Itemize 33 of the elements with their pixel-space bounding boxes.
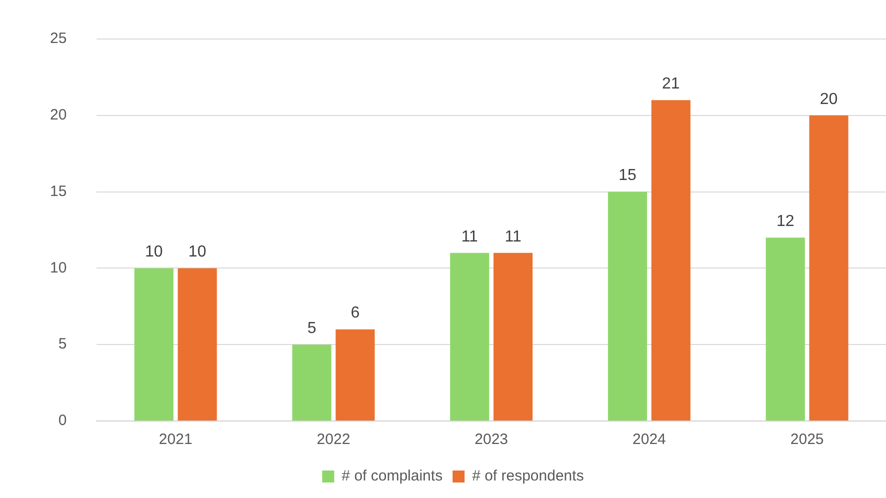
- legend-label: # of respondents: [472, 468, 584, 485]
- data-label: 6: [350, 304, 360, 322]
- x-tick-label: 2022: [316, 431, 350, 448]
- x-tick-label: 2023: [474, 431, 508, 448]
- data-label: 12: [776, 213, 794, 230]
- data-label: 11: [504, 228, 522, 246]
- bar: [494, 252, 533, 420]
- y-tick-label: 5: [58, 336, 67, 353]
- data-label: 10: [188, 244, 206, 261]
- x-tick-label: 2021: [158, 431, 192, 448]
- bar: [178, 268, 217, 420]
- bar: [608, 192, 648, 420]
- bar: [292, 344, 332, 420]
- bar: [336, 329, 375, 420]
- bar: [450, 252, 490, 420]
- y-tick-label: 25: [50, 30, 67, 48]
- y-tick-label: 10: [50, 259, 67, 276]
- y-tick-label: 20: [50, 106, 67, 124]
- bar: [766, 238, 805, 420]
- data-label: 10: [145, 244, 163, 261]
- data-label: 11: [461, 228, 478, 246]
- data-label: 15: [618, 167, 636, 184]
- data-label: 20: [820, 90, 838, 108]
- legend-label: # of complaints: [342, 468, 443, 485]
- data-label: 21: [662, 76, 680, 93]
- x-tick-label: 2024: [632, 431, 666, 448]
- x-tick-label: 2025: [790, 431, 824, 448]
- bar: [809, 115, 848, 420]
- bar: [134, 268, 174, 420]
- y-tick-label: 0: [58, 412, 67, 430]
- bar: [651, 100, 690, 420]
- data-label: 5: [307, 320, 316, 338]
- y-tick-label: 15: [50, 182, 67, 200]
